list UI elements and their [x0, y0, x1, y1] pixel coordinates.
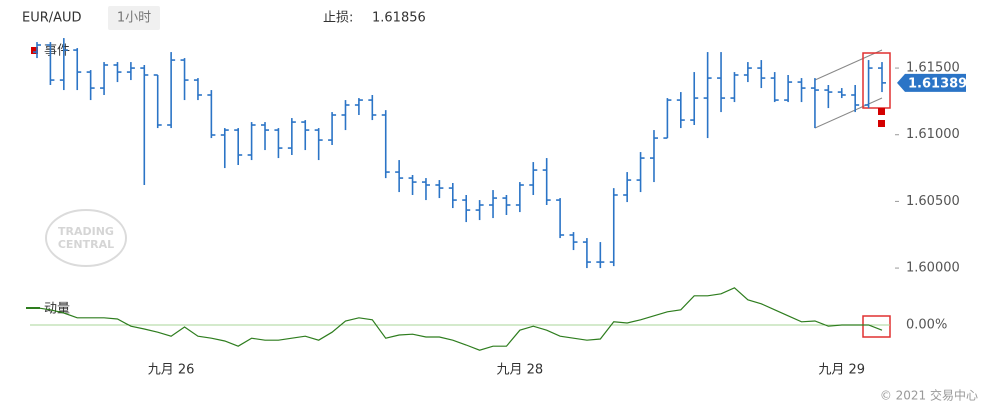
footer: © 2021 交易中心 [880, 388, 978, 403]
ohlc-bar [328, 112, 337, 145]
ohlc-bar [636, 152, 645, 193]
y-tick-label: 1.61500 [906, 61, 960, 76]
ohlc-bar [193, 78, 202, 101]
highlight-box [862, 52, 891, 109]
x-tick-label: 九月 29 [818, 363, 865, 378]
ohlc-bar [515, 182, 524, 213]
ohlc-bar [73, 48, 82, 91]
ohlc-bar [180, 58, 189, 101]
ohlc-bar [86, 70, 95, 101]
ohlc-bar [354, 98, 363, 115]
channel-line [814, 97, 883, 129]
ohlc-bar [703, 52, 712, 139]
ohlc-bar [609, 188, 618, 267]
y-tick-label: 1.61000 [906, 127, 960, 142]
interval-button[interactable] [108, 6, 160, 30]
ohlc-bar [797, 78, 806, 103]
ohlc-bar [757, 60, 766, 89]
momentum-line [36, 287, 883, 351]
ohlc-bar [126, 62, 135, 81]
ohlc-bar [274, 128, 283, 159]
ohlc-bar [234, 128, 243, 165]
event-marker[interactable] [878, 120, 885, 127]
x-tick-label: 九月 26 [148, 363, 195, 378]
y-tick-label: 1.60500 [906, 194, 960, 209]
ohlc-bar [59, 38, 68, 91]
ohlc-bar [140, 65, 149, 185]
legend-marker [31, 47, 38, 54]
ohlc-bar [33, 42, 41, 59]
ohlc-bar [810, 78, 819, 129]
watermark-ring [45, 209, 127, 267]
ohlc-bar [113, 62, 122, 83]
price-tag: 1.61389 [908, 76, 967, 91]
ohlc-bar [220, 128, 229, 169]
event-marker[interactable] [878, 108, 885, 115]
ohlc-bar [167, 52, 176, 129]
ohlc-bar [596, 242, 605, 269]
ohlc-bar [341, 100, 350, 131]
ohlc-bar [743, 62, 752, 83]
ohlc-bar [462, 195, 471, 223]
ohlc-bar [46, 42, 55, 85]
ohlc-bar [261, 122, 270, 151]
ohlc-bar [676, 92, 685, 129]
ohlc-bar [569, 232, 578, 251]
ohlc-bar [395, 160, 404, 193]
ohlc-bar [770, 72, 779, 103]
price-tag-bg [897, 73, 966, 92]
watermark: TRADING CENTRAL [45, 209, 127, 267]
ohlc-bar [502, 195, 511, 215]
ohlc-bar [784, 75, 793, 103]
highlight-box [862, 315, 891, 338]
ohlc-bar [582, 238, 591, 269]
ohlc-bar [301, 120, 310, 151]
ohlc-bar [381, 110, 390, 179]
ohlc-bar [529, 162, 538, 195]
ohlc-bar [542, 158, 551, 205]
ohlc-bar [100, 62, 109, 95]
ohlc-bar [878, 62, 886, 93]
ohlc-bar [435, 180, 444, 199]
watermark-text: CENTRAL [58, 238, 114, 251]
ohlc-bar [153, 74, 162, 129]
ohlc-bar [247, 122, 256, 161]
ohlc-bar [623, 172, 632, 203]
ohlc-bar [475, 200, 484, 221]
ohlc-bar [448, 183, 457, 209]
ohlc-bar [649, 130, 658, 183]
y-tick-label: 1.60000 [906, 261, 960, 276]
symbol: EUR/AUD [22, 11, 82, 26]
ohlc-bar [837, 88, 846, 99]
channel-line [814, 49, 883, 81]
ohlc-bar [408, 175, 417, 195]
ohlc-bar [489, 190, 498, 219]
ohlc-bar [851, 85, 860, 113]
ohlc-bar [556, 198, 565, 239]
x-tick-label: 九月 28 [497, 363, 544, 378]
ohlc-bar [368, 95, 377, 121]
ohlc-bar [864, 60, 873, 109]
stop-value: 1.61856 [372, 11, 426, 26]
ohlc-bar [663, 98, 672, 139]
stop-label: 止损: [323, 11, 353, 26]
ohlc-bar [730, 72, 739, 103]
ohlc-bar [207, 90, 216, 139]
interval[interactable]: 1小时 [117, 11, 151, 26]
ohlc-bar [314, 128, 323, 161]
ohlc-bar [690, 72, 699, 125]
ohlc-bar [824, 85, 833, 109]
ohlc-bar [421, 178, 430, 201]
y-tick-label: 0.00% [906, 318, 947, 333]
ohlc-bar [717, 52, 726, 113]
ohlc-bar [287, 118, 296, 155]
watermark-text: TRADING [58, 225, 114, 238]
